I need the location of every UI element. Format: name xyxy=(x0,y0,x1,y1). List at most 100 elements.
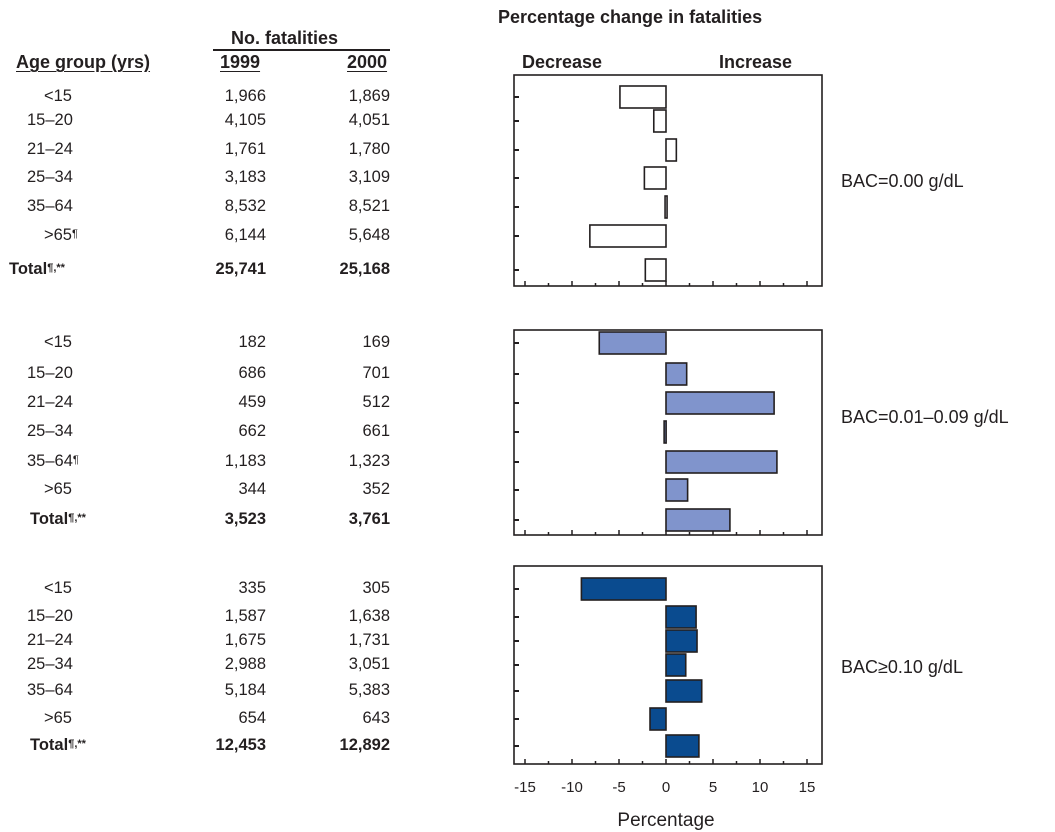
chart-title: Percentage change in fatalities xyxy=(498,7,763,27)
x-tick-label: -5 xyxy=(612,779,625,796)
bar-1-0 xyxy=(598,331,667,355)
header-age-group: Age group (yrs) xyxy=(16,52,151,72)
bar-0-6 xyxy=(644,258,667,282)
value-cell-2000: 1,323 xyxy=(348,452,390,470)
value-cell-1999: 12,453 xyxy=(215,736,266,754)
value-cell-1999: 335 xyxy=(238,579,266,597)
age-group-cell: <15 xyxy=(44,579,72,597)
value-cell-1999: 182 xyxy=(238,333,266,351)
value-cell-1999: 1,966 xyxy=(224,87,266,105)
bar-0-2 xyxy=(665,138,678,162)
age-group-cell: 35–64¶ xyxy=(27,452,79,470)
value-cell-2000: 3,109 xyxy=(348,168,390,186)
x-tick-label: 5 xyxy=(709,779,717,796)
value-cell-2000: 701 xyxy=(362,364,390,382)
bar-0-5 xyxy=(589,224,667,248)
value-cell-2000: 5,383 xyxy=(348,681,390,699)
bar-2-3 xyxy=(665,653,687,677)
bar-2-4 xyxy=(665,679,703,703)
age-group-cell: 35–64 xyxy=(27,681,73,699)
value-cell-1999: 686 xyxy=(238,364,266,382)
panel-frame xyxy=(513,74,823,287)
value-cell-1999: 344 xyxy=(238,480,266,498)
age-group-cell: 25–34 xyxy=(27,168,73,186)
header-2000: 2000 xyxy=(347,52,388,72)
value-cell-2000: 1,731 xyxy=(348,631,390,649)
value-cell-2000: 643 xyxy=(362,709,390,727)
value-cell-2000: 25,168 xyxy=(339,260,390,278)
panel-label: BAC=0.01–0.09 g/dL xyxy=(841,407,1009,427)
value-cell-1999: 3,183 xyxy=(224,168,266,186)
value-cell-2000: 169 xyxy=(362,333,390,351)
bar-2-1 xyxy=(665,605,697,629)
x-tick-label: 0 xyxy=(662,779,670,796)
value-cell-2000: 661 xyxy=(362,422,390,440)
age-group-cell: 35–64 xyxy=(27,197,73,215)
age-group-cell: <15 xyxy=(44,333,72,351)
panel-label: BAC≥0.10 g/dL xyxy=(841,657,963,677)
bar-0-4 xyxy=(664,195,668,219)
age-group-cell: <15 xyxy=(44,87,72,105)
header-fatalities: No. fatalities xyxy=(231,28,339,48)
panel-frame xyxy=(513,329,823,536)
value-cell-1999: 1,587 xyxy=(224,607,266,625)
header-rule xyxy=(213,49,390,51)
x-axis-label: Percentage xyxy=(617,810,714,831)
age-group-cell: 15–20 xyxy=(27,364,73,382)
bar-1-5 xyxy=(665,478,689,502)
bar-0-1 xyxy=(652,109,667,133)
age-group-cell: >65¶ xyxy=(44,226,78,244)
age-group-cell: 21–24 xyxy=(27,631,73,649)
value-cell-2000: 3,761 xyxy=(348,510,390,528)
value-cell-2000: 1,780 xyxy=(348,140,390,158)
value-cell-1999: 1,675 xyxy=(224,631,266,649)
value-cell-2000: 1,869 xyxy=(348,87,390,105)
age-group-cell: Total¶,** xyxy=(30,736,86,754)
value-cell-1999: 4,105 xyxy=(224,111,266,129)
decrease-label: Decrease xyxy=(522,52,603,72)
value-cell-2000: 5,648 xyxy=(348,226,390,244)
age-group-cell: 25–34 xyxy=(27,655,73,673)
value-cell-1999: 3,523 xyxy=(224,510,266,528)
value-cell-2000: 305 xyxy=(362,579,390,597)
value-cell-2000: 12,892 xyxy=(339,736,390,754)
value-cell-1999: 459 xyxy=(238,393,266,411)
value-cell-2000: 1,638 xyxy=(348,607,390,625)
age-group-cell: 15–20 xyxy=(27,111,73,129)
value-cell-1999: 2,988 xyxy=(224,655,266,673)
bar-0-3 xyxy=(643,166,667,190)
age-group-cell: Total¶,** xyxy=(30,510,86,528)
bar-2-0 xyxy=(580,577,667,601)
bar-1-4 xyxy=(665,450,778,474)
value-cell-2000: 512 xyxy=(362,393,390,411)
x-tick-label: -15 xyxy=(514,779,536,796)
x-tick-label: 10 xyxy=(752,779,769,796)
bar-0-0 xyxy=(619,85,667,109)
value-cell-2000: 3,051 xyxy=(348,655,390,673)
bar-2-5 xyxy=(649,707,667,731)
x-tick-label: -10 xyxy=(561,779,583,796)
value-cell-1999: 6,144 xyxy=(224,226,266,244)
bar-2-2 xyxy=(665,629,698,653)
x-tick-label: 15 xyxy=(799,779,816,796)
value-cell-1999: 662 xyxy=(238,422,266,440)
value-cell-1999: 5,184 xyxy=(224,681,266,699)
bar-2-6 xyxy=(665,734,700,758)
age-group-cell: 15–20 xyxy=(27,607,73,625)
value-cell-2000: 8,521 xyxy=(348,197,390,215)
value-cell-1999: 25,741 xyxy=(215,260,266,278)
value-cell-2000: 352 xyxy=(362,480,390,498)
value-cell-1999: 1,761 xyxy=(224,140,266,158)
bar-1-6 xyxy=(665,508,731,532)
bar-1-1 xyxy=(665,362,688,386)
age-group-cell: >65 xyxy=(44,709,72,727)
bar-1-2 xyxy=(665,391,775,415)
value-cell-1999: 1,183 xyxy=(224,452,266,470)
age-group-cell: 25–34 xyxy=(27,422,73,440)
value-cell-1999: 654 xyxy=(238,709,266,727)
bar-1-3 xyxy=(663,420,667,444)
age-group-cell: >65 xyxy=(44,480,72,498)
header-1999: 1999 xyxy=(220,52,261,72)
panel-label: BAC=0.00 g/dL xyxy=(841,171,964,191)
